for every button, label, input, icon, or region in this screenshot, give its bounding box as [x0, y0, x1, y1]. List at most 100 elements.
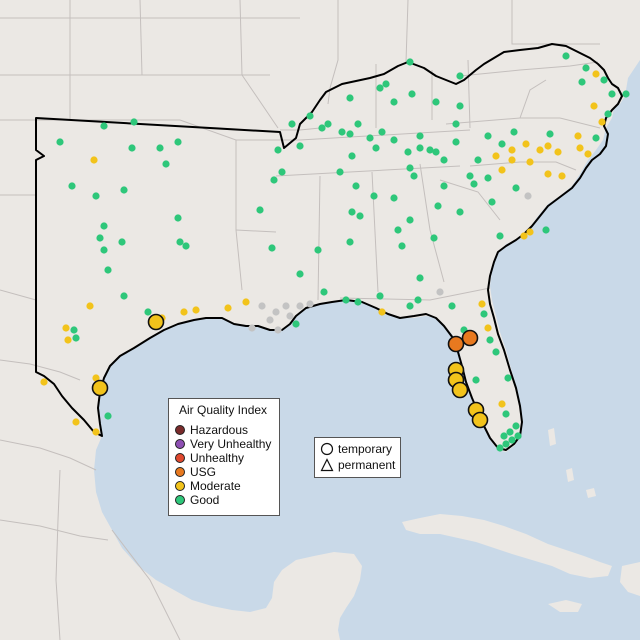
monitor-dot[interactable] [604, 110, 612, 118]
monitor-dot[interactable] [248, 324, 256, 332]
monitor-dot[interactable] [272, 308, 280, 316]
monitor-dot-large[interactable] [461, 329, 479, 347]
monitor-dot[interactable] [120, 292, 128, 300]
monitor-dot[interactable] [192, 306, 200, 314]
monitor-dot[interactable] [502, 410, 510, 418]
monitor-dot[interactable] [504, 374, 512, 382]
monitor-dot[interactable] [472, 376, 480, 384]
monitor-dot[interactable] [394, 226, 402, 234]
monitor-dot[interactable] [120, 186, 128, 194]
monitor-dot[interactable] [274, 146, 282, 154]
monitor-dot[interactable] [118, 238, 126, 246]
monitor-dot[interactable] [480, 310, 488, 318]
monitor-dot[interactable] [144, 308, 152, 316]
monitor-dot[interactable] [100, 222, 108, 230]
monitor-dot[interactable] [348, 208, 356, 216]
monitor-dot[interactable] [416, 274, 424, 282]
monitor-dot[interactable] [492, 152, 500, 160]
monitor-dot[interactable] [584, 150, 592, 158]
monitor-dot[interactable] [434, 202, 442, 210]
monitor-dot[interactable] [314, 246, 322, 254]
monitor-dot[interactable] [62, 324, 70, 332]
monitor-dot[interactable] [592, 134, 600, 142]
monitor-dot[interactable] [346, 238, 354, 246]
monitor-dot[interactable] [582, 64, 590, 72]
monitor-dot[interactable] [356, 212, 364, 220]
monitor-dot[interactable] [270, 176, 278, 184]
monitor-dot[interactable] [592, 70, 600, 78]
monitor-dot[interactable] [372, 144, 380, 152]
monitor-dot[interactable] [426, 146, 434, 154]
monitor-dot[interactable] [498, 166, 506, 174]
monitor-dot[interactable] [432, 98, 440, 106]
monitor-dot[interactable] [346, 130, 354, 138]
monitor-dot[interactable] [70, 326, 78, 334]
monitor-dot[interactable] [598, 118, 606, 126]
monitor-dot[interactable] [514, 432, 522, 440]
monitor-dot[interactable] [512, 184, 520, 192]
monitor-dot[interactable] [174, 138, 182, 146]
monitor-dot[interactable] [104, 266, 112, 274]
monitor-dot[interactable] [578, 78, 586, 86]
monitor-dot[interactable] [278, 168, 286, 176]
monitor-dot[interactable] [590, 102, 598, 110]
monitor-dot[interactable] [376, 84, 384, 92]
monitor-dot[interactable] [512, 422, 520, 430]
monitor-dot[interactable] [96, 234, 104, 242]
monitor-dot[interactable] [456, 208, 464, 216]
monitor-dot[interactable] [406, 58, 414, 66]
monitor-dot[interactable] [92, 192, 100, 200]
monitor-dot[interactable] [448, 302, 456, 310]
monitor-dot[interactable] [268, 244, 276, 252]
monitor-dot[interactable] [524, 192, 532, 200]
monitor-dot[interactable] [486, 336, 494, 344]
monitor-dot[interactable] [562, 52, 570, 60]
monitor-dot[interactable] [408, 90, 416, 98]
monitor-dot[interactable] [86, 302, 94, 310]
monitor-dot[interactable] [156, 144, 164, 152]
monitor-dot[interactable] [576, 144, 584, 152]
monitor-dot[interactable] [318, 124, 326, 132]
monitor-dot[interactable] [440, 182, 448, 190]
monitor-dot[interactable] [92, 428, 100, 436]
monitor-dot[interactable] [488, 198, 496, 206]
monitor-dot[interactable] [56, 138, 64, 146]
monitor-dot[interactable] [288, 120, 296, 128]
monitor-dot[interactable] [390, 136, 398, 144]
monitor-dot[interactable] [522, 140, 530, 148]
monitor-dot[interactable] [410, 172, 418, 180]
monitor-dot[interactable] [574, 132, 582, 140]
monitor-dot[interactable] [500, 432, 508, 440]
monitor-dot[interactable] [406, 302, 414, 310]
monitor-dot[interactable] [100, 246, 108, 254]
monitor-dot[interactable] [182, 242, 190, 250]
monitor-dot[interactable] [306, 112, 314, 120]
monitor-dot[interactable] [348, 152, 356, 160]
monitor-dot[interactable] [508, 146, 516, 154]
monitor-dot[interactable] [180, 308, 188, 316]
monitor-dot[interactable] [554, 148, 562, 156]
monitor-dot[interactable] [474, 156, 482, 164]
monitor-dot[interactable] [452, 138, 460, 146]
monitor-dot[interactable] [266, 316, 274, 324]
monitor-dot[interactable] [342, 296, 350, 304]
monitor-dot[interactable] [354, 120, 362, 128]
monitor-dot[interactable] [224, 304, 232, 312]
monitor-dot[interactable] [404, 148, 412, 156]
monitor-dot[interactable] [90, 156, 98, 164]
monitor-dot[interactable] [68, 182, 76, 190]
monitor-dot[interactable] [406, 216, 414, 224]
monitor-dot[interactable] [390, 98, 398, 106]
monitor-dot[interactable] [470, 180, 478, 188]
monitor-dot[interactable] [130, 118, 138, 126]
monitor-dot[interactable] [390, 194, 398, 202]
monitor-dot[interactable] [256, 206, 264, 214]
monitor-dot[interactable] [414, 296, 422, 304]
monitor-dot[interactable] [174, 214, 182, 222]
monitor-dot[interactable] [72, 418, 80, 426]
monitor-dot[interactable] [370, 192, 378, 200]
monitor-dot[interactable] [608, 90, 616, 98]
monitor-dot[interactable] [176, 238, 184, 246]
monitor-dot[interactable] [282, 302, 290, 310]
